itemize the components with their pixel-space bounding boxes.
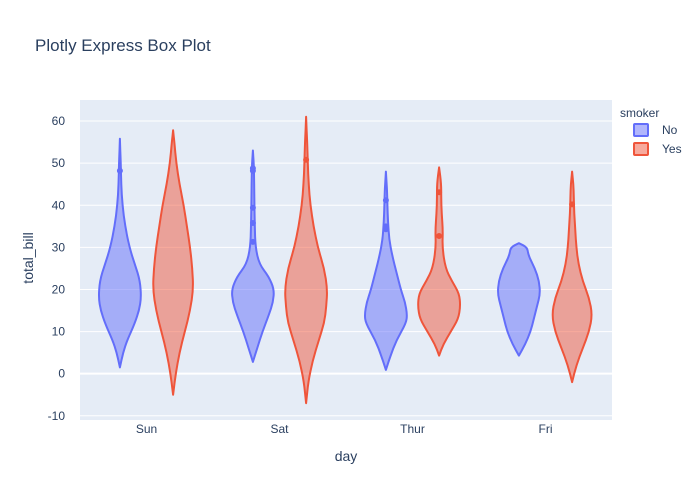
- y-tick-label: 40: [52, 198, 66, 212]
- y-tick-labels: -10 0 10 20 30 40 50 60: [48, 114, 66, 423]
- outlier-point[interactable]: [569, 201, 576, 208]
- y-axis-title: total_bill: [20, 232, 36, 283]
- y-tick-label: 20: [52, 282, 66, 296]
- violin-yes-sun[interactable]: [152, 129, 194, 396]
- violin-yes-thur[interactable]: [417, 166, 462, 357]
- violin-no-thur[interactable]: [363, 170, 408, 371]
- x-tick-label: Sun: [136, 422, 157, 436]
- legend-swatch-no[interactable]: [633, 123, 649, 137]
- y-tick-label: 30: [52, 240, 66, 254]
- outlier-point[interactable]: [249, 204, 256, 211]
- y-tick-label: -10: [48, 409, 66, 423]
- legend-label-yes[interactable]: Yes: [662, 142, 682, 156]
- outlier-point[interactable]: [249, 219, 256, 226]
- outlier-point[interactable]: [436, 189, 443, 196]
- legend-swatch-yes[interactable]: [633, 142, 649, 156]
- outlier-point[interactable]: [436, 233, 443, 239]
- outlier-point[interactable]: [249, 165, 256, 172]
- violin-no-fri[interactable]: [497, 242, 541, 357]
- outlier-point[interactable]: [303, 156, 310, 163]
- y-tick-label: 60: [52, 114, 66, 128]
- y-tick-label: 0: [58, 367, 65, 381]
- chart-title: Plotly Express Box Plot: [35, 36, 211, 55]
- outlier-point[interactable]: [249, 238, 256, 245]
- legend[interactable]: smoker No Yes: [620, 106, 682, 156]
- y-tick-label: 10: [52, 325, 66, 339]
- violin-yes-fri[interactable]: [551, 170, 593, 384]
- violin-yes-sat[interactable]: [284, 115, 328, 405]
- legend-title: smoker: [620, 106, 659, 120]
- violin-no-sun[interactable]: [97, 137, 142, 369]
- x-tick-label: Sat: [270, 422, 289, 436]
- violin-no-sat[interactable]: [231, 149, 275, 363]
- legend-label-no[interactable]: No: [662, 123, 678, 137]
- outlier-point[interactable]: [116, 167, 123, 174]
- x-tick-label: Thur: [400, 422, 425, 436]
- outlier-point[interactable]: [382, 223, 389, 230]
- x-axis-title: day: [335, 448, 358, 464]
- outlier-point[interactable]: [382, 197, 389, 204]
- x-tick-label: Fri: [539, 422, 553, 436]
- violins-layer: [97, 115, 593, 405]
- y-tick-label: 50: [52, 156, 66, 170]
- x-tick-labels: Sun Sat Thur Fri: [136, 422, 553, 436]
